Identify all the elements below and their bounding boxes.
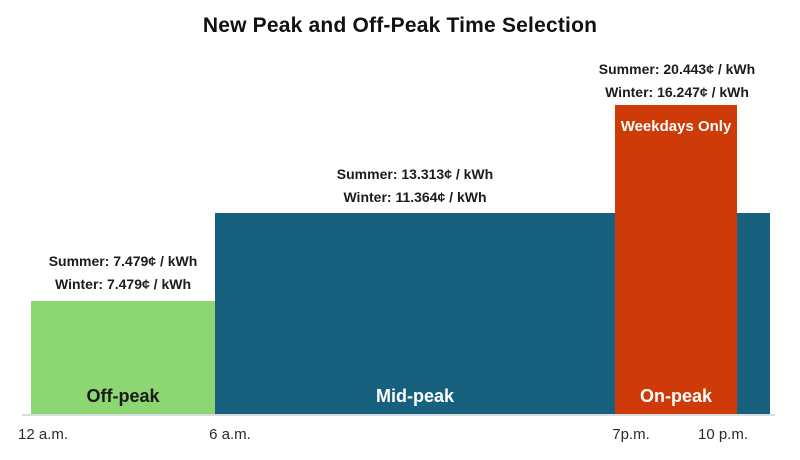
x-axis-baseline [22, 414, 775, 416]
x-tick-6am: 6 a.m. [209, 426, 251, 443]
on-peak-summer-rate: Summer: 20.443¢ / kWh [598, 61, 756, 77]
off-peak-bar [31, 301, 215, 414]
off-peak-summer-rate: Summer: 7.479¢ / kWh [48, 253, 198, 269]
mid-peak-summer-rate: Summer: 13.313¢ / kWh [336, 166, 494, 182]
x-tick-7pm: 7p.m. [612, 426, 650, 443]
chart-title: New Peak and Off-Peak Time Selection [202, 14, 598, 37]
mid-peak-label: Mid-peak [375, 386, 454, 406]
weekdays-only-badge: Weekdays Only [620, 118, 732, 135]
on-peak-winter-rate: Winter: 16.247¢ / kWh [605, 84, 749, 100]
on-peak-bar: Weekdays Only [615, 105, 737, 414]
x-tick-10pm: 10 p.m. [697, 426, 749, 443]
off-peak-rate-annotation: Summer: 7.479¢ / kWh Winter: 7.479¢ / kW… [3, 250, 243, 296]
x-tick-12am: 12 a.m. [18, 426, 69, 443]
on-peak-rate-annotation: Summer: 20.443¢ / kWh Winter: 16.247¢ / … [557, 58, 797, 104]
mid-peak-rate-annotation: Summer: 13.313¢ / kWh Winter: 11.364¢ / … [295, 163, 535, 209]
mid-peak-winter-rate: Winter: 11.364¢ / kWh [343, 189, 487, 205]
off-peak-winter-rate: Winter: 7.479¢ / kWh [54, 276, 192, 292]
off-peak-label: Off-peak [86, 386, 160, 406]
on-peak-label: On-peak [639, 386, 713, 406]
